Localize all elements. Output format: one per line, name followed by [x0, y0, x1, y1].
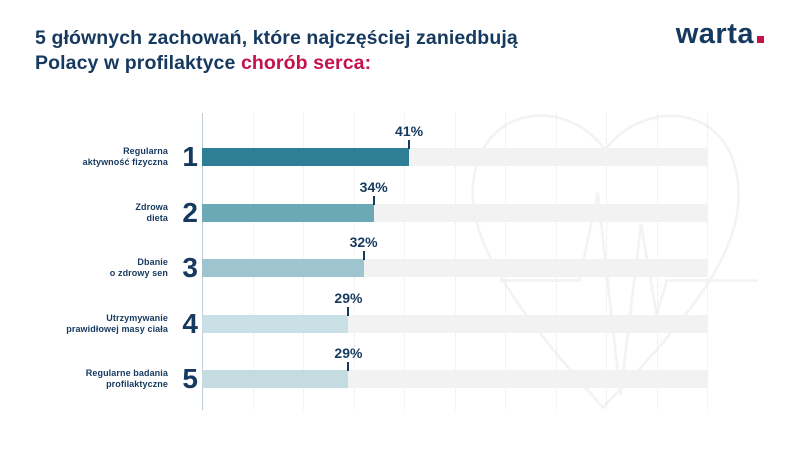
bar-fill: [202, 203, 374, 222]
bar-track: [202, 148, 707, 166]
warta-logo-text: warta: [675, 18, 754, 50]
rank-number: 3: [182, 252, 198, 283]
rank-number: 4: [182, 307, 198, 339]
bar-track: [202, 370, 707, 388]
value-tick: [362, 251, 365, 260]
category-label: Zdrowa dieta: [135, 201, 168, 223]
value-tick: [408, 140, 411, 149]
page-title: 5 głównych zachowań, które najczęściej z…: [35, 26, 518, 76]
gridline: [707, 113, 708, 410]
value-tick: [372, 195, 375, 205]
warta-logo: warta: [676, 18, 764, 51]
bar-fill: [202, 314, 349, 333]
rank-number: 2: [182, 196, 198, 228]
category-label: Regularne badania profilaktyczne: [85, 368, 168, 389]
value-label: 29%: [334, 345, 363, 361]
title-accent: chorób serca:: [240, 52, 372, 74]
value-label: 29%: [334, 289, 363, 306]
rank-number: 5: [182, 363, 198, 394]
title-line-2: Polacy w profilaktyce chorób serca:: [35, 52, 372, 74]
bar-fill: [202, 259, 364, 277]
value-label: 41%: [395, 123, 424, 139]
title-line-1: 5 głównych zachowań, które najczęściej z…: [35, 27, 518, 49]
rank-number: 1: [182, 141, 198, 172]
value-tick: [347, 362, 350, 371]
bar-track: [202, 259, 707, 277]
bar-track: [202, 314, 707, 333]
bar-fill: [202, 370, 349, 388]
warta-logo-dot-icon: [757, 36, 764, 43]
value-label: 34%: [359, 178, 388, 195]
bar-track: [202, 203, 707, 222]
category-label: Dbanie o zdrowy sen: [109, 257, 168, 278]
value-label: 32%: [349, 234, 378, 250]
bar-fill: [202, 148, 410, 166]
category-label: Regularna aktywność fizyczna: [82, 146, 168, 167]
value-tick: [347, 306, 350, 316]
category-label: Utrzymywanie prawidłowej masy ciała: [66, 312, 168, 334]
